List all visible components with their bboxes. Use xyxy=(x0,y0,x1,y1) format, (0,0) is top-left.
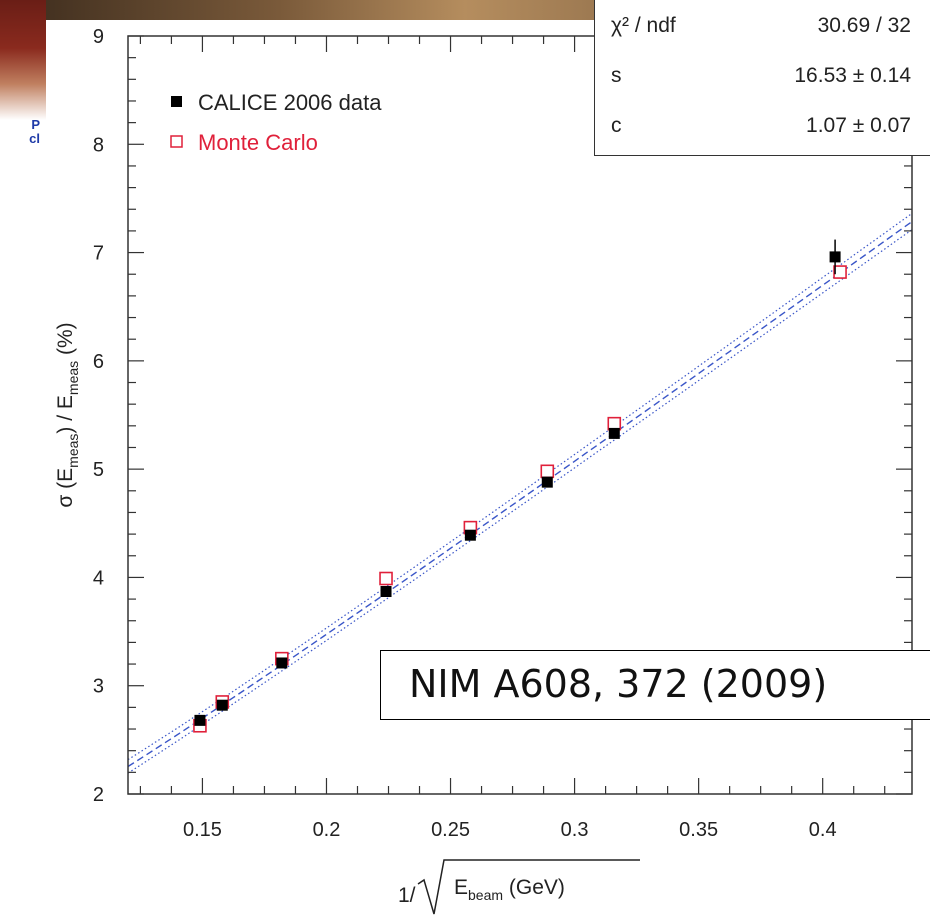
legend: CALICE 2006 data Monte Carlo xyxy=(170,90,382,155)
y-tick-label: 5 xyxy=(93,459,104,481)
y-tick-label: 3 xyxy=(93,676,104,698)
data-point xyxy=(194,714,206,726)
stat-name: s xyxy=(611,64,622,87)
stat-value: 1.07 ± 0.07 xyxy=(806,114,911,137)
x-axis-title-prefix: 1/ xyxy=(398,884,416,907)
y-tick-label: 8 xyxy=(93,134,104,156)
x-tick-label: 0.2 xyxy=(313,819,341,841)
data-point xyxy=(276,657,288,669)
x-tick-label: 0.35 xyxy=(679,819,718,841)
plot-frame xyxy=(127,35,913,795)
y-tick-label: 7 xyxy=(93,243,104,265)
legend-label-data: CALICE 2006 data xyxy=(198,90,382,115)
mc-point xyxy=(607,416,622,431)
fit-band-upper xyxy=(127,212,913,761)
fit-line xyxy=(127,221,913,768)
cropped-text-line-1: P xyxy=(31,117,40,132)
stat-value: 30.69 / 32 xyxy=(817,14,911,37)
y-tick-label: 2 xyxy=(93,784,104,806)
data-point xyxy=(541,476,553,488)
legend-marker-mc xyxy=(170,135,183,148)
data-point xyxy=(608,427,620,439)
y-axis-title: σ (Emeas) / Emeas (%) xyxy=(54,322,81,507)
fit-statistics-box: χ² / ndf 30.69 / 32 s 16.53 ± 0.14 c 1.0… xyxy=(594,0,930,156)
background-photo-edge xyxy=(0,0,46,120)
x-axis-title: 1/ Ebeam (GeV) xyxy=(398,859,640,915)
stat-row-s: s 16.53 ± 0.14 xyxy=(595,50,930,100)
cropped-text-line-2: cl xyxy=(29,131,40,146)
stat-row-chi2: χ² / ndf 30.69 / 32 xyxy=(595,0,930,50)
stat-row-c: c 1.07 ± 0.07 xyxy=(595,100,930,150)
data-point xyxy=(380,586,392,598)
cropped-text-fragment: P cl xyxy=(0,118,40,146)
x-tick-label: 0.4 xyxy=(809,819,837,841)
x-tick-label: 0.25 xyxy=(431,819,470,841)
y-tick-label: 4 xyxy=(93,567,104,589)
data-point xyxy=(216,699,228,711)
x-tick-labels: 0.15 0.2 0.25 0.3 0.35 0.4 xyxy=(183,819,837,841)
mc-point xyxy=(540,464,555,479)
stat-name: χ² / ndf xyxy=(611,14,676,37)
data-point xyxy=(464,529,476,541)
stat-name: c xyxy=(611,114,622,137)
mc-point xyxy=(379,571,393,586)
fit-lines xyxy=(127,212,913,774)
x-axis-title-main: Ebeam (GeV) xyxy=(454,876,565,903)
series-calice-data xyxy=(194,239,841,726)
legend-label-mc: Monte Carlo xyxy=(198,130,318,155)
mc-point xyxy=(833,265,847,279)
y-axis-title-text: σ (Emeas) / Emeas (%) xyxy=(54,322,81,507)
y-tick-label: 9 xyxy=(93,26,104,48)
x-tick-label: 0.3 xyxy=(561,819,589,841)
citation-box: NIM A608, 372 (2009) xyxy=(380,650,930,720)
data-point xyxy=(829,251,841,263)
y-tick-label: 6 xyxy=(93,351,104,373)
x-tick-label: 0.15 xyxy=(183,819,222,841)
legend-marker-data xyxy=(171,96,182,107)
y-tick-labels: 2 3 4 5 6 7 8 9 xyxy=(93,26,104,806)
stat-value: 16.53 ± 0.14 xyxy=(794,64,911,87)
sqrt-sign xyxy=(417,859,640,915)
fit-band-lower xyxy=(127,229,913,774)
